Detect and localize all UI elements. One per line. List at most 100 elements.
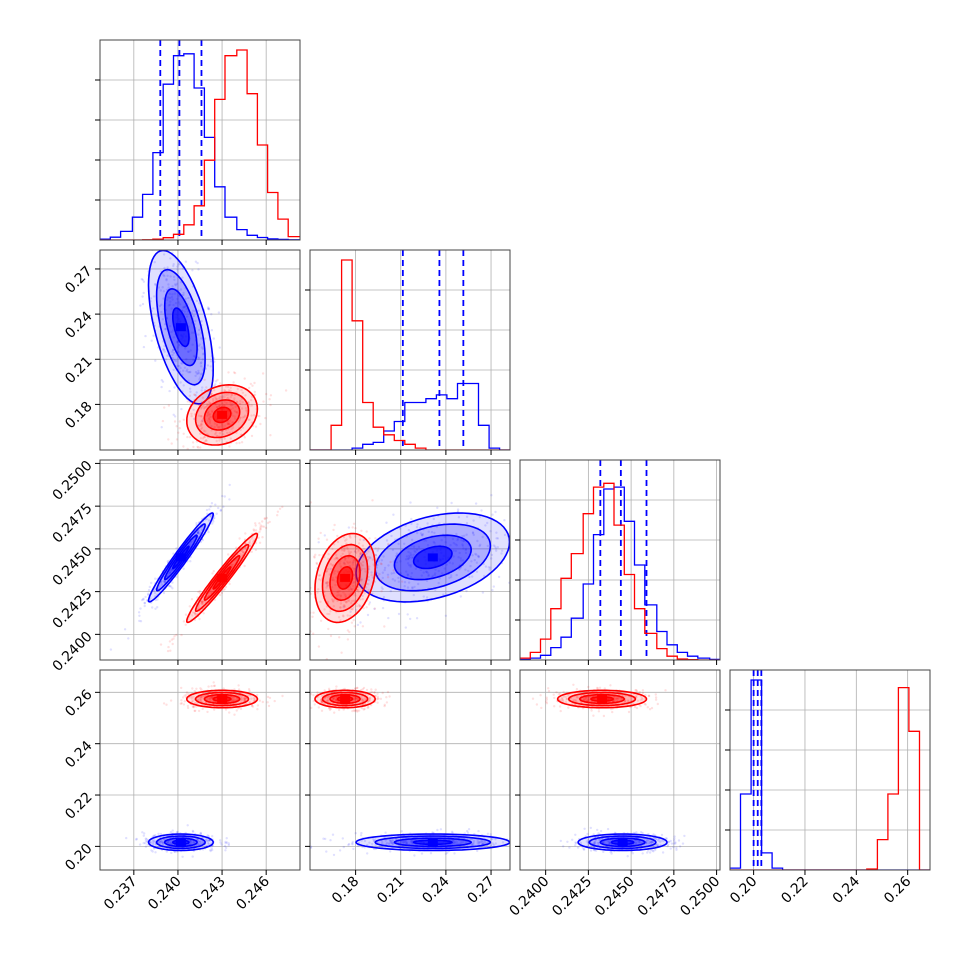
scatter-point bbox=[429, 852, 433, 855]
scatter-point bbox=[476, 839, 479, 843]
scatter-point bbox=[200, 602, 203, 605]
scatter-point bbox=[347, 561, 350, 565]
scatter-point bbox=[162, 253, 166, 256]
scatter-point bbox=[583, 827, 586, 830]
scatter-point bbox=[189, 542, 192, 545]
scatter-point bbox=[319, 579, 323, 582]
scatter-point bbox=[336, 594, 339, 597]
scatter-point bbox=[343, 547, 346, 550]
scatter-point bbox=[637, 840, 640, 844]
scatter-point bbox=[266, 701, 269, 704]
scatter-point bbox=[409, 552, 412, 555]
scatter-point bbox=[371, 499, 374, 502]
scatter-point bbox=[376, 549, 379, 552]
scatter-point bbox=[346, 629, 350, 632]
scatter-point bbox=[589, 826, 592, 830]
scatter-point bbox=[342, 536, 346, 539]
scatter-point bbox=[584, 698, 587, 701]
scatter-point bbox=[249, 382, 252, 386]
scatter-point bbox=[353, 697, 356, 700]
scatter-point bbox=[407, 528, 410, 532]
scatter-point bbox=[189, 400, 193, 403]
scatter-point bbox=[229, 386, 232, 389]
scatter-point bbox=[390, 534, 393, 538]
scatter-point bbox=[339, 565, 342, 568]
scatter-point bbox=[445, 563, 448, 566]
scatter-point bbox=[173, 386, 176, 389]
scatter-point bbox=[223, 588, 226, 591]
scatter-point bbox=[641, 689, 645, 692]
scatter-point bbox=[328, 708, 332, 712]
scatter-point bbox=[413, 549, 416, 553]
scatter-point bbox=[326, 696, 329, 700]
scatter-point bbox=[321, 694, 324, 698]
scatter-point bbox=[461, 543, 464, 546]
scatter-point bbox=[332, 853, 336, 857]
scatter-point bbox=[376, 557, 379, 560]
scatter-point bbox=[210, 685, 213, 688]
scatter-point bbox=[332, 697, 336, 700]
scatter-point bbox=[638, 841, 641, 844]
scatter-point bbox=[333, 696, 336, 700]
scatter-point bbox=[398, 527, 402, 530]
scatter-point bbox=[265, 516, 268, 520]
scatter-point bbox=[338, 589, 341, 593]
scatter-point bbox=[602, 714, 606, 718]
scatter-point bbox=[614, 697, 617, 701]
scatter-point bbox=[206, 834, 209, 837]
scatter-point bbox=[143, 601, 146, 605]
scatter-point bbox=[646, 851, 649, 854]
scatter-point bbox=[233, 397, 236, 400]
scatter-point bbox=[656, 843, 659, 846]
scatter-point bbox=[437, 569, 440, 573]
scatter-point bbox=[403, 585, 406, 588]
scatter-point bbox=[243, 698, 247, 702]
scatter-point bbox=[207, 530, 210, 534]
scatter-point bbox=[458, 568, 461, 571]
scatter-point bbox=[192, 841, 195, 844]
scatter-point bbox=[598, 838, 601, 841]
scatter-point bbox=[368, 555, 371, 559]
scatter-point bbox=[191, 855, 194, 858]
scatter-point bbox=[359, 552, 362, 555]
scatter-point bbox=[330, 586, 334, 589]
scatter-point bbox=[350, 621, 354, 624]
scatter-point bbox=[202, 353, 205, 356]
scatter-point bbox=[654, 698, 658, 701]
scatter-point bbox=[191, 343, 194, 346]
scatter-point bbox=[201, 694, 205, 698]
scatter-point bbox=[354, 535, 357, 538]
scatter-point bbox=[197, 268, 200, 271]
scatter-point bbox=[200, 600, 203, 604]
scatter-point bbox=[206, 512, 209, 515]
scatter-point bbox=[143, 602, 146, 605]
scatter-point bbox=[338, 562, 341, 565]
scatter-point bbox=[199, 432, 202, 435]
scatter-point bbox=[348, 551, 351, 555]
scatter-point bbox=[391, 839, 395, 843]
scatter-point bbox=[169, 585, 173, 588]
scatter-point bbox=[460, 840, 463, 844]
scatter-point bbox=[433, 531, 436, 535]
scatter-point bbox=[167, 286, 170, 289]
scatter-point bbox=[360, 564, 363, 567]
scatter-point bbox=[336, 570, 339, 573]
scatter-point bbox=[503, 519, 506, 522]
scatter-point bbox=[198, 424, 201, 428]
scatter-point bbox=[641, 691, 645, 695]
scatter-point bbox=[167, 573, 170, 576]
scatter-point bbox=[186, 704, 190, 708]
scatter-point bbox=[391, 842, 395, 845]
scatter-point bbox=[163, 274, 166, 278]
scatter-point bbox=[180, 407, 183, 411]
scatter-point bbox=[477, 555, 481, 559]
scatter-point bbox=[383, 625, 386, 628]
scatter-point bbox=[553, 705, 556, 708]
scatter-point bbox=[229, 437, 232, 440]
scatter-point bbox=[223, 389, 226, 392]
scatter-point bbox=[385, 696, 388, 699]
scatter-point bbox=[168, 842, 172, 845]
scatter-point bbox=[323, 702, 326, 705]
scatter-point bbox=[162, 347, 165, 351]
scatter-point bbox=[327, 698, 330, 702]
